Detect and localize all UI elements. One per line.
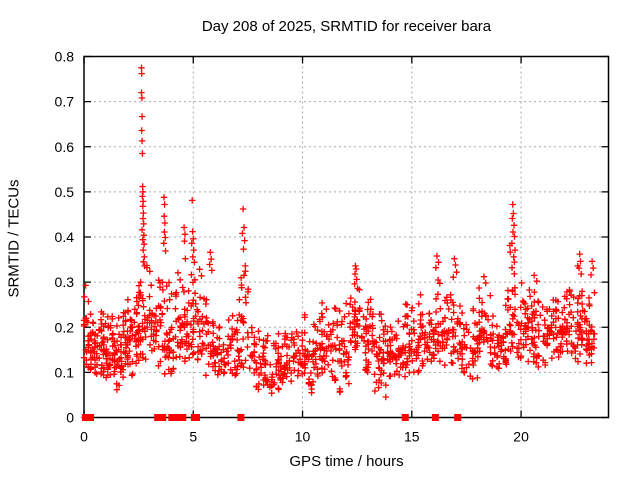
y-tick-label: 0.2 [55, 319, 75, 335]
y-tick-label: 0.5 [55, 184, 75, 200]
data-points [80, 64, 598, 421]
x-tick-label: 0 [80, 429, 88, 445]
y-tick-label: 0.4 [55, 229, 75, 245]
y-tick-label: 0.8 [55, 49, 75, 65]
x-tick-label: 10 [295, 429, 311, 445]
x-tick-label: 20 [513, 429, 529, 445]
y-tick-label: 0.7 [55, 94, 75, 110]
x-tick-label: 5 [189, 429, 197, 445]
chart-title: Day 208 of 2025, SRMTID for receiver bar… [201, 18, 492, 35]
x-axis-label: GPS time / hours [289, 453, 404, 470]
y-tick-label: 0.6 [55, 139, 75, 155]
x-tick-label: 15 [404, 429, 420, 445]
y-tick-label: 0.1 [55, 364, 75, 380]
y-tick-label: 0 [66, 410, 74, 426]
zero-value-markers [82, 414, 462, 421]
y-tick-label: 0.3 [55, 274, 75, 290]
